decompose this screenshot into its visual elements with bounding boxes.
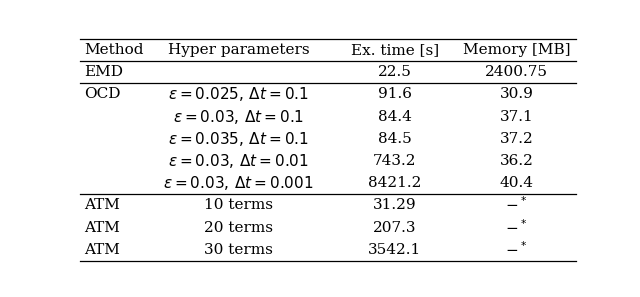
Text: ATM: ATM xyxy=(84,221,120,235)
Text: 207.3: 207.3 xyxy=(373,221,417,235)
Text: 84.5: 84.5 xyxy=(378,132,412,146)
Text: $\epsilon = 0.035,\, \Delta t = 0.1$: $\epsilon = 0.035,\, \Delta t = 0.1$ xyxy=(168,130,309,148)
Text: 37.1: 37.1 xyxy=(500,110,533,124)
Text: 84.4: 84.4 xyxy=(378,110,412,124)
Text: 30.9: 30.9 xyxy=(500,88,533,102)
Text: 3542.1: 3542.1 xyxy=(369,243,422,257)
Text: ATM: ATM xyxy=(84,198,120,212)
Text: 20 terms: 20 terms xyxy=(204,221,273,235)
Text: OCD: OCD xyxy=(84,88,120,102)
Text: $\epsilon = 0.03,\, \Delta t = 0.1$: $\epsilon = 0.03,\, \Delta t = 0.1$ xyxy=(173,108,304,126)
Text: 37.2: 37.2 xyxy=(500,132,533,146)
Text: $\epsilon = 0.03,\, \Delta t = 0.01$: $\epsilon = 0.03,\, \Delta t = 0.01$ xyxy=(168,152,309,170)
Text: 743.2: 743.2 xyxy=(373,154,417,168)
Text: Memory [MB]: Memory [MB] xyxy=(463,43,570,57)
Text: 36.2: 36.2 xyxy=(500,154,533,168)
Text: 40.4: 40.4 xyxy=(499,176,534,190)
Text: 30 terms: 30 terms xyxy=(204,243,273,257)
Text: 22.5: 22.5 xyxy=(378,65,412,79)
Text: $-^*$: $-^*$ xyxy=(506,221,527,235)
Text: 31.29: 31.29 xyxy=(373,198,417,212)
Text: Ex. time [s]: Ex. time [s] xyxy=(351,43,439,57)
Text: $-^*$: $-^*$ xyxy=(506,243,527,257)
Text: 10 terms: 10 terms xyxy=(204,198,273,212)
Text: 2400.75: 2400.75 xyxy=(485,65,548,79)
Text: Hyper parameters: Hyper parameters xyxy=(168,43,310,57)
Text: $\epsilon = 0.025,\, \Delta t = 0.1$: $\epsilon = 0.025,\, \Delta t = 0.1$ xyxy=(168,86,309,103)
Text: $-^*$: $-^*$ xyxy=(506,198,527,212)
Text: $\epsilon = 0.03,\, \Delta t = 0.001$: $\epsilon = 0.03,\, \Delta t = 0.001$ xyxy=(163,174,314,192)
Text: 8421.2: 8421.2 xyxy=(368,176,422,190)
Text: ATM: ATM xyxy=(84,243,120,257)
Text: Method: Method xyxy=(84,43,143,57)
Text: EMD: EMD xyxy=(84,65,123,79)
Text: 91.6: 91.6 xyxy=(378,88,412,102)
